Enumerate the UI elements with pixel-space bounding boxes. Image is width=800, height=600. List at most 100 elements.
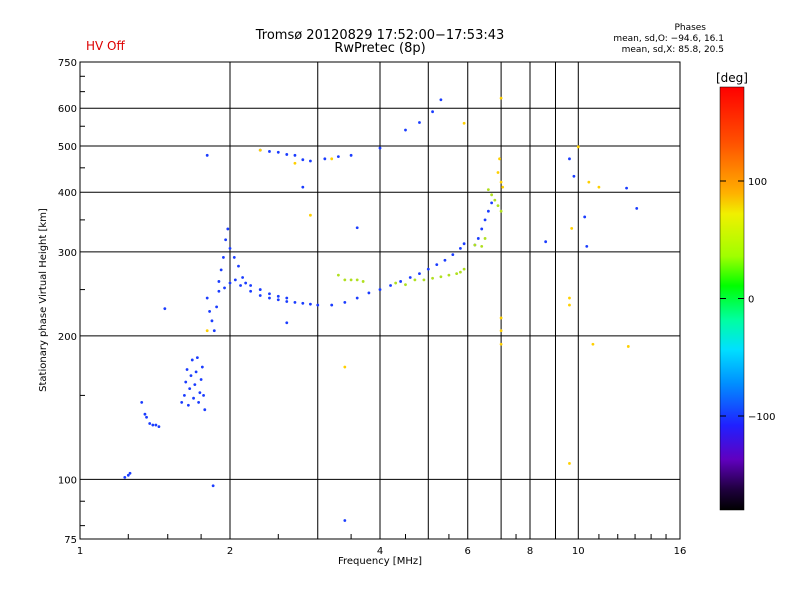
data-point xyxy=(473,243,477,247)
data-point xyxy=(223,286,226,290)
data-point xyxy=(498,157,501,161)
data-point xyxy=(285,321,289,325)
y-tick-label: 200 xyxy=(58,332,77,343)
data-point xyxy=(148,422,152,425)
data-point xyxy=(404,283,407,287)
data-point xyxy=(211,484,215,488)
y-tick-label: 300 xyxy=(58,248,77,259)
data-point xyxy=(343,278,347,282)
data-point xyxy=(490,193,494,197)
data-point xyxy=(268,292,271,296)
data-point xyxy=(285,300,289,303)
data-point xyxy=(197,401,201,404)
data-point xyxy=(258,148,262,152)
data-point xyxy=(202,394,205,397)
data-point xyxy=(635,206,639,210)
data-point xyxy=(394,281,398,285)
data-point xyxy=(276,298,280,302)
data-point xyxy=(499,96,503,100)
data-point xyxy=(205,153,209,157)
data-point xyxy=(182,394,186,397)
data-point xyxy=(501,185,505,189)
data-point xyxy=(499,180,503,184)
data-point xyxy=(293,161,297,165)
data-point xyxy=(205,329,209,333)
data-point xyxy=(237,264,240,268)
data-point xyxy=(462,121,466,125)
plot-frame xyxy=(79,61,681,540)
data-point xyxy=(597,185,601,189)
data-point xyxy=(293,301,297,304)
data-point xyxy=(228,281,232,285)
data-point xyxy=(316,303,320,307)
data-point xyxy=(343,365,347,369)
data-point xyxy=(343,301,347,304)
data-point xyxy=(309,159,312,163)
data-point xyxy=(585,244,589,248)
data-point xyxy=(222,256,225,259)
data-point xyxy=(233,278,237,282)
data-point xyxy=(486,209,490,213)
data-point xyxy=(570,226,574,230)
data-point xyxy=(198,391,202,395)
y-tick-label: 500 xyxy=(58,142,77,153)
data-point xyxy=(587,180,591,184)
data-point xyxy=(389,284,392,287)
data-point xyxy=(486,188,490,192)
y-tick-label: 600 xyxy=(58,104,77,115)
grid xyxy=(80,62,680,539)
data-point xyxy=(349,153,353,157)
data-point xyxy=(378,146,382,150)
data-point xyxy=(336,155,340,159)
data-point xyxy=(626,345,630,348)
data-point xyxy=(224,238,228,242)
data-point xyxy=(408,276,412,279)
data-point xyxy=(140,401,144,404)
y-tick-label: 100 xyxy=(58,475,77,486)
data-point xyxy=(212,329,216,333)
data-point xyxy=(330,157,334,161)
chart-title: Tromsø 20120829 17:52:00−17:53:43 xyxy=(255,28,505,43)
data-point xyxy=(568,157,571,161)
data-point xyxy=(309,213,312,217)
data-point xyxy=(480,227,484,231)
data-point xyxy=(422,278,426,282)
data-point xyxy=(399,280,403,283)
data-point xyxy=(208,310,211,313)
data-point xyxy=(591,342,595,346)
hv-status: HV Off xyxy=(86,39,125,53)
data-point xyxy=(462,267,466,271)
data-point xyxy=(499,342,503,346)
data-point xyxy=(184,380,188,384)
data-point xyxy=(217,280,221,283)
data-point xyxy=(249,289,253,293)
data-point xyxy=(126,473,130,477)
data-point xyxy=(499,316,503,320)
data-point xyxy=(431,110,434,114)
data-point xyxy=(210,319,214,323)
data-point xyxy=(276,294,280,298)
phases-x-stats: mean, sd,X: 85.8, 20.5 xyxy=(621,45,724,55)
y-tick-label: 750 xyxy=(58,58,77,69)
data-point xyxy=(258,294,262,297)
data-point xyxy=(462,242,466,246)
colorbar-label: [deg] xyxy=(716,71,748,85)
x-tick-label: 16 xyxy=(674,546,687,557)
data-point xyxy=(157,425,161,429)
data-point xyxy=(145,415,148,419)
data-point xyxy=(194,370,198,374)
data-point xyxy=(309,302,312,306)
data-point xyxy=(217,289,221,293)
data-point xyxy=(128,471,132,475)
data-point xyxy=(499,209,503,213)
data-point xyxy=(336,273,340,277)
data-point xyxy=(418,121,421,124)
data-point xyxy=(490,201,494,205)
x-axis-label: Frequency [MHz] xyxy=(337,556,423,567)
colorbar-tick-label: 100 xyxy=(748,177,767,188)
data-point xyxy=(215,305,219,309)
data-point xyxy=(413,278,417,282)
data-point xyxy=(459,246,462,250)
data-point xyxy=(200,365,204,369)
